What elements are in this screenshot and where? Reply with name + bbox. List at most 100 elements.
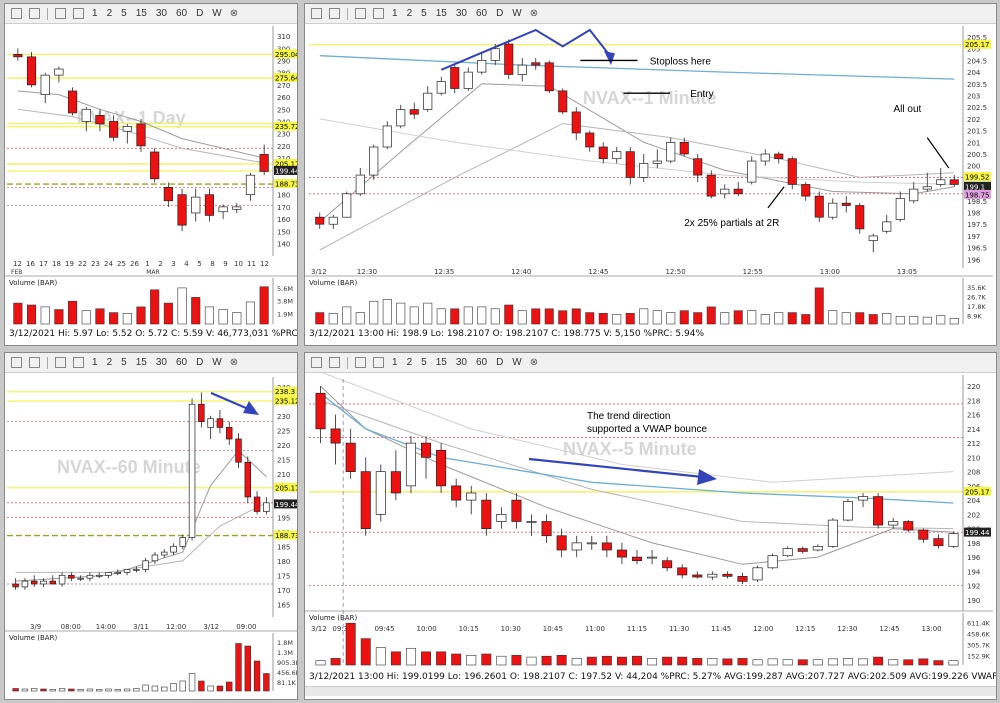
y-tick-label: 140 bbox=[277, 240, 290, 248]
grid-icon[interactable] bbox=[29, 357, 40, 368]
clock-icon[interactable] bbox=[73, 8, 84, 19]
price-label: 199.44 bbox=[275, 501, 298, 509]
timeframe-30[interactable]: 30 bbox=[455, 357, 467, 368]
chart-five-minute[interactable]: NVAX--5 Minute22021821621421221020820620… bbox=[305, 373, 997, 689]
timeframe-2[interactable]: 2 bbox=[406, 8, 413, 19]
candle-body bbox=[225, 427, 233, 440]
y-tick-label: 210 bbox=[967, 454, 980, 462]
timeframe-d[interactable]: D bbox=[196, 357, 204, 368]
volume-bar bbox=[760, 314, 770, 325]
candle-body bbox=[114, 572, 122, 574]
timeframe-15[interactable]: 15 bbox=[435, 357, 447, 368]
menu-icon[interactable] bbox=[311, 8, 322, 19]
timeframe-5[interactable]: 5 bbox=[121, 357, 127, 368]
timeframe-1[interactable]: 1 bbox=[92, 8, 98, 19]
all-out-pointer bbox=[926, 137, 950, 169]
timeframe-1[interactable]: 1 bbox=[392, 357, 398, 368]
volume-bar bbox=[812, 659, 823, 666]
x-tick-label: 13:00 bbox=[820, 268, 840, 276]
timeframe-2[interactable]: 2 bbox=[406, 357, 413, 368]
volume-tick-label: 35.6K bbox=[967, 284, 986, 292]
timeframe-2[interactable]: 2 bbox=[106, 8, 113, 19]
pencil-icon[interactable] bbox=[355, 357, 366, 368]
grid-icon[interactable] bbox=[329, 8, 340, 19]
timeframe-1[interactable]: 1 bbox=[392, 8, 398, 19]
panel-daily: 1 2 5 15 30 60 D W ⊗ NVAX--1 Day 310 300 29… bbox=[4, 3, 298, 346]
x-tick-label: 12:00 bbox=[753, 625, 773, 633]
timeframe-d[interactable]: D bbox=[496, 357, 504, 368]
timeframe-15[interactable]: 15 bbox=[435, 8, 447, 19]
volume-bar bbox=[511, 655, 522, 666]
horizontal-scrollbar[interactable] bbox=[305, 686, 996, 696]
timeframe-30[interactable]: 30 bbox=[455, 8, 467, 19]
candle-body bbox=[151, 554, 159, 562]
timeframe-30[interactable]: 30 bbox=[155, 8, 167, 19]
timeframe-60[interactable]: 60 bbox=[175, 357, 188, 368]
timeframe-60[interactable]: 60 bbox=[475, 357, 488, 368]
timeframe-d[interactable]: D bbox=[196, 8, 204, 19]
timeframe-w[interactable]: W bbox=[512, 8, 522, 19]
candle-body bbox=[612, 151, 622, 160]
timeframe-30[interactable]: 30 bbox=[155, 357, 167, 368]
pencil-icon[interactable] bbox=[55, 357, 66, 368]
y-tick-label: 270 bbox=[277, 82, 290, 90]
volume-bar bbox=[782, 659, 793, 666]
close-icon[interactable]: ⊗ bbox=[529, 8, 539, 19]
candle-body bbox=[40, 74, 50, 95]
annotation-trend-line-2: supported a VWAP bounce bbox=[587, 424, 708, 435]
clock-icon[interactable] bbox=[373, 357, 384, 368]
grid-icon[interactable] bbox=[29, 8, 40, 19]
timeframe-w[interactable]: W bbox=[212, 8, 222, 19]
x-tick-label: 13:00 bbox=[921, 625, 941, 633]
chart-one-minute[interactable]: NVAX--1 Minute 205.5 205 204.5 204 203.5 203 20… bbox=[305, 24, 997, 346]
clock-icon[interactable] bbox=[73, 357, 84, 368]
candle-body bbox=[13, 54, 23, 58]
candle-body bbox=[733, 188, 743, 195]
candle-body bbox=[707, 573, 718, 578]
candle-body bbox=[936, 179, 946, 185]
timeframe-5[interactable]: 5 bbox=[421, 8, 427, 19]
timeframe-5[interactable]: 5 bbox=[121, 8, 127, 19]
chart-sixty-minute[interactable]: NVAX--60 Minute2402352302252202152102052… bbox=[5, 373, 298, 700]
volume-bar bbox=[737, 658, 748, 666]
volume-bar bbox=[26, 304, 37, 325]
menu-icon[interactable] bbox=[311, 357, 322, 368]
x-tick-label: 12 bbox=[13, 260, 22, 268]
timeframe-w[interactable]: W bbox=[512, 357, 522, 368]
close-icon[interactable]: ⊗ bbox=[529, 357, 539, 368]
timeframe-15[interactable]: 15 bbox=[135, 8, 147, 19]
volume-bar bbox=[585, 312, 595, 325]
grid-icon[interactable] bbox=[329, 357, 340, 368]
y-tick-label: 200.5 bbox=[967, 151, 987, 159]
menu-icon[interactable] bbox=[11, 8, 22, 19]
chart-daily[interactable]: NVAX--1 Day31030029028027026025024023022… bbox=[5, 24, 298, 346]
candle-body bbox=[909, 188, 919, 202]
volume-bar bbox=[677, 656, 688, 666]
timeframe-w[interactable]: W bbox=[212, 357, 222, 368]
close-icon[interactable]: ⊗ bbox=[229, 8, 239, 19]
volume-bar bbox=[720, 312, 730, 325]
timeframe-d[interactable]: D bbox=[496, 8, 504, 19]
pencil-icon[interactable] bbox=[355, 8, 366, 19]
candle-body bbox=[544, 62, 554, 92]
candle-body bbox=[625, 151, 635, 178]
pencil-icon[interactable] bbox=[55, 8, 66, 19]
close-icon[interactable]: ⊗ bbox=[229, 357, 239, 368]
candle-body bbox=[858, 496, 869, 501]
timeframe-60[interactable]: 60 bbox=[475, 8, 488, 19]
timeframe-5[interactable]: 5 bbox=[421, 357, 427, 368]
timeframe-60[interactable]: 60 bbox=[175, 8, 188, 19]
x-tick-label: 24 bbox=[104, 260, 113, 268]
menu-icon[interactable] bbox=[11, 357, 22, 368]
chart-title: NVAX--5 Minute bbox=[563, 439, 697, 459]
timeframe-2[interactable]: 2 bbox=[106, 357, 113, 368]
timeframe-15[interactable]: 15 bbox=[135, 357, 147, 368]
timeframe-1[interactable]: 1 bbox=[92, 357, 98, 368]
volume-bar bbox=[517, 310, 527, 325]
volume-bar bbox=[40, 688, 47, 692]
candle-body bbox=[177, 194, 187, 226]
clock-icon[interactable] bbox=[373, 8, 384, 19]
volume-bar bbox=[814, 287, 824, 325]
candle-body bbox=[652, 160, 662, 164]
volume-bar bbox=[933, 660, 944, 666]
